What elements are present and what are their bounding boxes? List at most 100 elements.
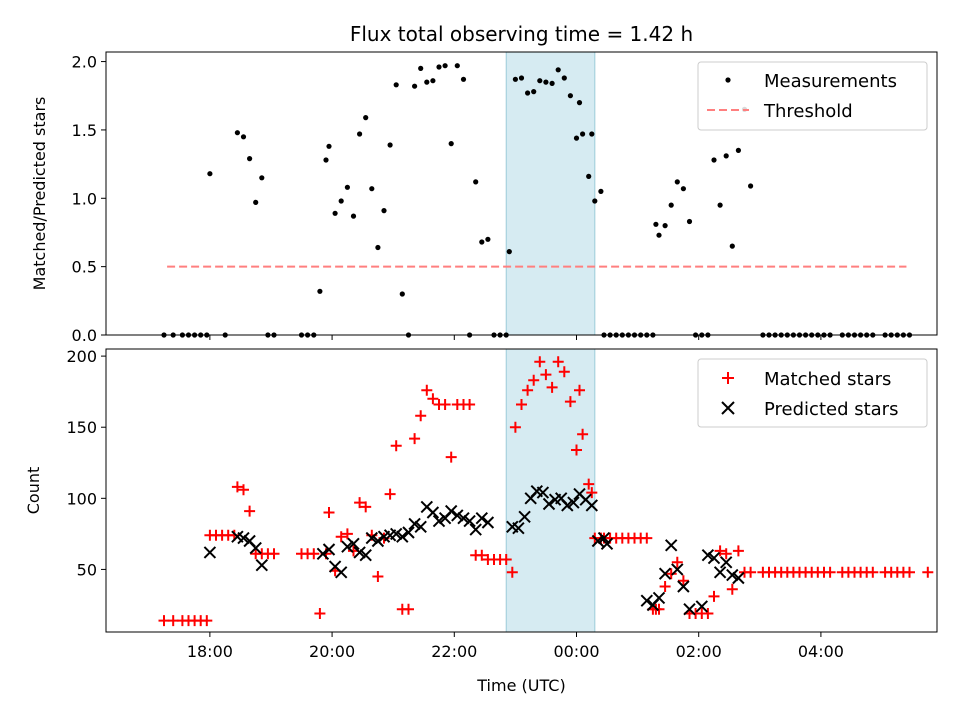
predicted-star-point bbox=[585, 499, 599, 512]
predicted-star-point bbox=[677, 580, 690, 593]
predicted-star-point bbox=[316, 547, 330, 561]
measurement-point bbox=[323, 157, 329, 163]
y-tick-label: 1.5 bbox=[72, 121, 97, 140]
matched-star-point bbox=[659, 581, 671, 592]
predicted-star-point bbox=[671, 563, 684, 576]
predicted-star-point bbox=[664, 539, 678, 552]
measurement-point bbox=[680, 186, 687, 192]
measurement-point bbox=[653, 221, 659, 227]
measurement-point bbox=[589, 131, 595, 137]
matched-star-point bbox=[720, 548, 732, 560]
predicted-star-point bbox=[536, 486, 550, 499]
predicted-star-point bbox=[249, 541, 262, 555]
predicted-star-point bbox=[707, 551, 721, 565]
matched-star-point bbox=[732, 545, 744, 557]
measurement-point bbox=[723, 153, 729, 159]
x-tick-label: 02:00 bbox=[676, 642, 722, 661]
x-tick-label: 00:00 bbox=[553, 642, 599, 661]
measurement-point bbox=[711, 157, 717, 163]
measurement-point bbox=[375, 244, 381, 251]
predicted-star-point bbox=[237, 531, 250, 545]
measurement-point bbox=[506, 249, 512, 255]
x-tick-label: 04:00 bbox=[798, 642, 844, 661]
matched-star-point bbox=[445, 451, 457, 463]
measurement-point bbox=[259, 175, 265, 181]
predicted-star-point bbox=[518, 510, 531, 524]
matched-star-point bbox=[558, 366, 570, 378]
matched-star-point bbox=[268, 548, 280, 560]
chart-title: Flux total observing time = 1.42 h bbox=[350, 22, 693, 46]
matched-star-point bbox=[314, 608, 326, 619]
matched-star-point bbox=[702, 608, 714, 619]
matched-star-point bbox=[586, 487, 598, 499]
matched-star-point bbox=[677, 575, 689, 587]
predicted-star-point bbox=[408, 517, 421, 531]
bottom-x-ticks: 18:00 20:00 22:00 00:00 02:00 04:00 bbox=[187, 632, 844, 661]
predicted-star-point bbox=[255, 558, 269, 572]
predicted-star-point bbox=[353, 546, 366, 559]
matched-star-point bbox=[384, 488, 396, 500]
top-highlight-span bbox=[505, 51, 596, 336]
predicted-star-point bbox=[469, 523, 482, 536]
y-tick-label: 100 bbox=[66, 489, 97, 508]
predicted-star-point bbox=[726, 568, 739, 582]
predicted-star-point bbox=[389, 527, 403, 541]
measurement-point bbox=[485, 236, 491, 242]
y-tick-label: 2.0 bbox=[72, 53, 97, 72]
top-panel: 0.0 0.5 1.0 1.5 2.0 Flux total observing tim… bbox=[30, 22, 938, 345]
matched-star-point bbox=[341, 528, 353, 540]
predicted-star-point bbox=[652, 591, 666, 605]
measurement-point bbox=[207, 171, 213, 177]
bottom-y-axis-label: Count bbox=[24, 467, 43, 515]
predicted-star-point bbox=[600, 537, 614, 551]
measurement-point bbox=[317, 288, 323, 294]
measurement-point bbox=[418, 65, 424, 71]
bottom-legend-box bbox=[697, 358, 928, 428]
measurement-point bbox=[531, 89, 537, 95]
measurement-point bbox=[424, 79, 430, 85]
predicted-star-point bbox=[402, 526, 415, 539]
x-tick-label: 20:00 bbox=[309, 642, 355, 661]
predicted-star-point bbox=[701, 548, 715, 562]
measurement-point bbox=[234, 130, 240, 136]
measurement-point bbox=[586, 173, 592, 179]
predicted-star-point bbox=[444, 504, 458, 518]
predicted-star-point bbox=[371, 534, 385, 548]
measurement-point bbox=[240, 134, 247, 140]
matched-star-point bbox=[528, 374, 540, 386]
x-tick-label: 22:00 bbox=[431, 642, 477, 661]
measurement-point bbox=[512, 76, 519, 82]
matched-star-point bbox=[665, 568, 677, 580]
predicted-star-point bbox=[334, 566, 348, 579]
matched-star-point bbox=[500, 554, 512, 565]
measurement-point bbox=[735, 147, 742, 153]
matched-star-point bbox=[238, 484, 249, 496]
measurement-point bbox=[460, 76, 467, 82]
measurement-point bbox=[357, 131, 363, 137]
matched-star-point bbox=[464, 399, 476, 410]
matched-star-point bbox=[167, 615, 179, 627]
predicted-star-point bbox=[475, 511, 489, 525]
predicted-star-point bbox=[426, 506, 440, 519]
legend-threshold-label: Threshold bbox=[763, 101, 853, 122]
top-legend-box bbox=[697, 61, 928, 131]
matched-star-point bbox=[671, 556, 683, 568]
matched-star-point bbox=[509, 421, 521, 433]
matched-star-point bbox=[708, 590, 720, 602]
x-axis-label: Time (UTC) bbox=[476, 676, 565, 695]
measurement-point bbox=[549, 80, 555, 86]
predicted-points bbox=[203, 484, 745, 616]
predicted-star-point bbox=[203, 546, 217, 559]
matched-star-point bbox=[439, 399, 451, 410]
measurement-point bbox=[473, 179, 479, 185]
measurement-point bbox=[555, 67, 561, 73]
predicted-star-point bbox=[591, 534, 605, 548]
y-tick-label: 150 bbox=[66, 418, 97, 437]
predicted-star-point bbox=[432, 514, 446, 528]
matched-star-point bbox=[574, 384, 585, 396]
legend-predicted-marker bbox=[721, 401, 735, 415]
y-tick-label: 0.0 bbox=[72, 326, 97, 345]
matched-star-point bbox=[583, 478, 595, 490]
